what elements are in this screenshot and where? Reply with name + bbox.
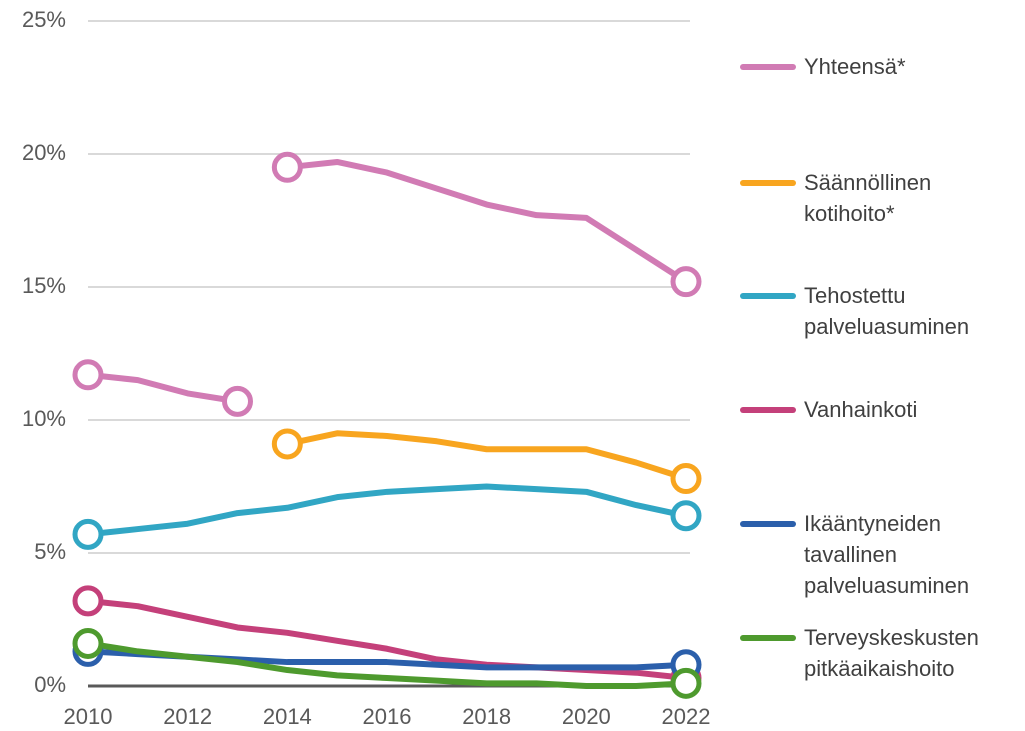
end-marker (271, 151, 303, 183)
line (85, 371, 241, 405)
x-tick-label: 2022 (662, 704, 711, 729)
end-marker (72, 585, 104, 617)
end-marker (271, 428, 303, 460)
x-tick-label: 2018 (462, 704, 511, 729)
x-tick-label: 2014 (263, 704, 312, 729)
x-tick-label: 2020 (562, 704, 611, 729)
legend-swatch (740, 635, 796, 641)
end-marker (72, 518, 104, 550)
y-tick-label: 20% (22, 140, 66, 165)
x-tick-label: 2012 (163, 704, 212, 729)
legend-label: Ikääntyneiden tavallinen palveluasuminen (804, 511, 970, 598)
line (85, 640, 689, 689)
legend-swatch (740, 64, 796, 70)
legend-label: Terveyskeskusten pitkäaikaishoito (804, 625, 979, 681)
end-marker (670, 667, 702, 699)
legend-label: Tehostettu palveluasuminen (804, 283, 970, 339)
legend-swatch (740, 180, 796, 186)
legend-label: Vanhainkoti (804, 397, 918, 422)
legend-swatch (740, 521, 796, 527)
legend-entry: Vanhainkoti (740, 394, 1020, 425)
legend-entry: Yhteensä* (740, 51, 1020, 82)
legend-swatch (740, 293, 796, 299)
end-marker (222, 385, 253, 417)
y-tick-label: 10% (22, 406, 66, 431)
legend-label: Säännöllinen kotihoito* (804, 170, 932, 226)
end-marker (72, 627, 104, 659)
end-marker (72, 359, 104, 391)
x-tick-label: 2010 (64, 704, 113, 729)
line (284, 430, 689, 482)
legend-entry: Tehostettu palveluasuminen (740, 280, 1020, 342)
line (284, 158, 689, 285)
end-marker (670, 463, 702, 495)
y-tick-label: 15% (22, 273, 66, 298)
line (85, 483, 689, 538)
legend-entry: Ikääntyneiden tavallinen palveluasuminen (740, 508, 1020, 601)
end-marker (670, 266, 702, 298)
end-marker (670, 500, 702, 532)
y-tick-label: 0% (34, 672, 66, 697)
legend-entry: Säännöllinen kotihoito* (740, 167, 1020, 229)
legend-label: Yhteensä* (804, 54, 906, 79)
legend-entry: Terveyskeskusten pitkäaikaishoito (740, 622, 1020, 684)
y-tick-label: 25% (22, 7, 66, 32)
legend-swatch (740, 407, 796, 413)
y-tick-label: 5% (34, 539, 66, 564)
x-tick-label: 2016 (363, 704, 412, 729)
